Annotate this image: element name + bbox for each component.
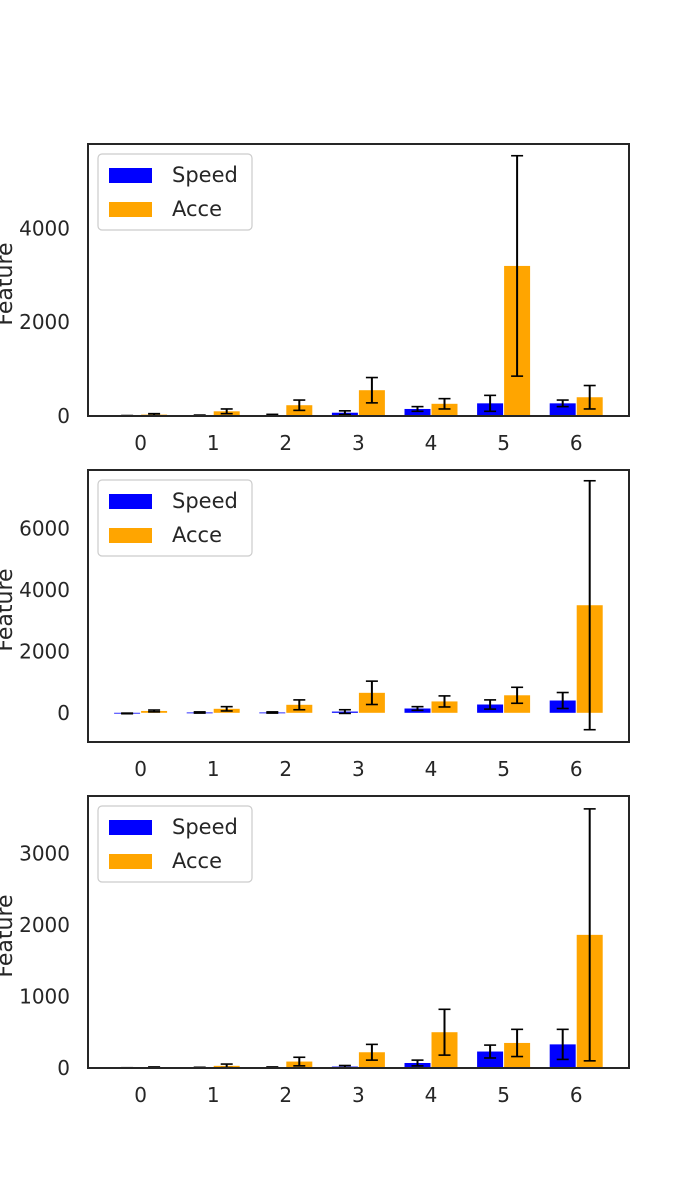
- x-tick-label: 0: [134, 431, 147, 455]
- error-bar-speed-5: [484, 699, 497, 710]
- x-tick-label: 5: [497, 1083, 510, 1107]
- error-bar-speed-6: [556, 691, 569, 710]
- error-bar-acce-1: [220, 408, 233, 415]
- legend-swatch-speed: [109, 494, 152, 509]
- bar-speed-4: [404, 408, 431, 416]
- error-bar-acce-5: [511, 686, 524, 705]
- y-tick-label: 2000: [19, 913, 70, 937]
- x-tick-label: 4: [425, 757, 438, 781]
- y-tick-label: 0: [57, 701, 70, 725]
- error-bar-acce-2: [293, 1056, 306, 1067]
- subplot-3: 0 1 2 3 4 5 6 0 1000 2000 3000 Feature Speed Acce: [0, 795, 630, 1107]
- x-tick-label: 2: [279, 1083, 292, 1107]
- error-bar-speed-6: [556, 399, 569, 408]
- legend-swatch-acce: [109, 528, 152, 543]
- error-bar-acce-1: [220, 705, 233, 712]
- error-bar-speed-2: [266, 711, 279, 714]
- x-tick-label: 2: [279, 431, 292, 455]
- y-axis-label: Feature: [0, 242, 18, 325]
- subplot-2: 0 1 2 3 4 5 6 0 2000 4000 6000 Feature Speed Acce: [0, 469, 630, 781]
- x-tick-label: 3: [352, 757, 365, 781]
- x-tick-label: 5: [497, 431, 510, 455]
- legend-label-acce: Acce: [172, 849, 222, 873]
- error-bar-acce-6: [583, 808, 596, 1062]
- axes-frame: [87, 469, 630, 743]
- error-bar-speed-4: [411, 705, 424, 712]
- error-bar-acce-0: [148, 709, 161, 713]
- y-tick-label: 3000: [19, 841, 70, 865]
- legend: Speed Acce: [97, 479, 253, 557]
- legend-label-acce: Acce: [172, 197, 222, 221]
- bar-speed-5: [477, 1051, 504, 1068]
- y-axis-label: Feature: [0, 894, 18, 977]
- bar-speed-6: [549, 403, 576, 416]
- error-bar-acce-6: [583, 384, 596, 410]
- legend: Speed Acce: [97, 153, 253, 231]
- legend-swatch-acce: [109, 854, 152, 869]
- error-bar-acce-2: [293, 399, 306, 412]
- error-bar-speed-1: [193, 711, 206, 714]
- x-tick-label: 6: [570, 431, 583, 455]
- x-tick-label: 0: [134, 1083, 147, 1107]
- error-bar-speed-3: [338, 708, 351, 715]
- axes-frame: [87, 795, 630, 1069]
- x-tick-label: 1: [207, 757, 220, 781]
- error-bar-acce-4: [438, 1008, 451, 1056]
- error-bar-speed-4: [411, 1059, 424, 1067]
- legend-label-speed: Speed: [172, 489, 238, 513]
- y-tick-label: 2000: [19, 310, 70, 334]
- error-bar-speed-4: [411, 405, 424, 413]
- x-tick-label: 0: [134, 757, 147, 781]
- plot-area: [114, 479, 603, 731]
- legend-label-speed: Speed: [172, 163, 238, 187]
- error-bar-acce-3: [365, 376, 378, 404]
- legend-swatch-acce: [109, 202, 152, 217]
- error-bar-speed-5: [484, 394, 497, 413]
- x-tick-label: 3: [352, 431, 365, 455]
- y-axis-label: Feature: [0, 568, 18, 651]
- y-tick-label: 6000: [19, 516, 70, 540]
- y-tick-label: 1000: [19, 984, 70, 1008]
- error-bar-acce-6: [583, 479, 596, 731]
- x-tick-label: 4: [425, 431, 438, 455]
- x-tick-label: 6: [570, 757, 583, 781]
- legend: Speed Acce: [97, 805, 253, 883]
- x-tick-label: 1: [207, 1083, 220, 1107]
- x-tick-label: 6: [570, 1083, 583, 1107]
- y-tick-label: 0: [57, 404, 70, 428]
- error-bar-speed-0: [121, 712, 134, 715]
- error-bar-speed-6: [556, 1028, 569, 1061]
- legend-label-acce: Acce: [172, 523, 222, 547]
- error-bar-acce-3: [365, 680, 378, 706]
- error-bar-acce-5: [511, 154, 524, 377]
- axes-frame: [87, 143, 630, 417]
- bar-acce-4: [431, 403, 458, 416]
- x-tick-label: 5: [497, 757, 510, 781]
- y-tick-label: 4000: [19, 216, 70, 240]
- x-tick-label: 1: [207, 431, 220, 455]
- error-bar-acce-4: [438, 397, 451, 410]
- error-bar-acce-3: [365, 1043, 378, 1061]
- legend-swatch-speed: [109, 820, 152, 835]
- legend-swatch-speed: [109, 168, 152, 183]
- x-tick-label: 2: [279, 757, 292, 781]
- y-tick-label: 4000: [19, 578, 70, 602]
- x-tick-label: 3: [352, 1083, 365, 1107]
- y-tick-label: 2000: [19, 639, 70, 663]
- error-bar-acce-4: [438, 695, 451, 708]
- error-bar-acce-2: [293, 699, 306, 711]
- error-bar-acce-5: [511, 1028, 524, 1058]
- y-tick-label: 0: [57, 1056, 70, 1080]
- error-bar-speed-3: [338, 410, 351, 416]
- error-bar-speed-5: [484, 1044, 497, 1059]
- x-tick-label: 4: [425, 1083, 438, 1107]
- legend-label-speed: Speed: [172, 815, 238, 839]
